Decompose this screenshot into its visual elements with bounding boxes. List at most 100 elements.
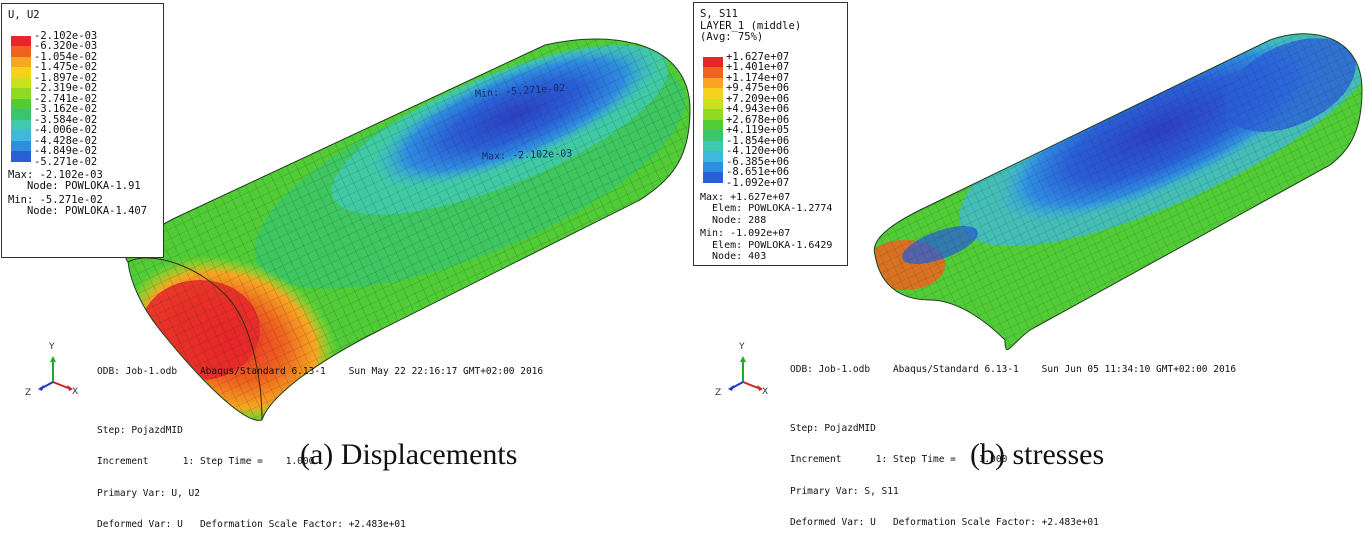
info-odb: ODB: Job-1.odb Abaqus/Standard 6.13-1 Su… [97, 366, 544, 377]
scale-tick-label: -4.006e-02 [34, 124, 98, 136]
triad-z-label: Z [715, 388, 722, 398]
color-swatch [11, 56, 31, 67]
z-axis-arrow [731, 381, 744, 389]
info-step: Step: PojazdMID [790, 422, 876, 434]
color-scale: -2.102e-03 -6.320e-03 -1.054e-02 -1.475e-02… [11, 29, 157, 168]
color-swatch [703, 67, 723, 78]
scale-tick-label: -2.102e-03 [34, 29, 98, 42]
info-odb: ODB: Job-1.odb Abaqus/Standard 6.13-1 Su… [790, 364, 1237, 375]
panel-displacements: Min: -5.271e-02 Max: -2.102e-03 U, U2 -2… [0, 0, 691, 530]
scale-tick-label: -6.320e-03 [34, 40, 98, 52]
scale-tick-label: -2.319e-02 [34, 82, 98, 94]
info-step: Step: PojazdMID [97, 424, 183, 436]
scale-tick-label: -1.475e-02 [34, 61, 98, 73]
caption-b: (b) stresses [970, 438, 1105, 471]
axis-triad: Y X Z [20, 340, 80, 400]
info-blank [97, 399, 543, 405]
info-primary-var: Primary Var: U, U2 [97, 487, 200, 499]
color-swatch [703, 161, 723, 172]
scale-tick-label: -8.651e+06 [726, 166, 790, 178]
scale-tick-label: +1.627e+07 [726, 50, 790, 63]
color-swatch [11, 77, 31, 88]
legend-min: Min: -1.092e+07 [700, 228, 791, 239]
displacement-contour-plot [125, 38, 691, 421]
color-swatch [703, 151, 723, 162]
scale-tick-label: +7.209e+06 [726, 92, 790, 105]
color-swatch [11, 67, 31, 78]
legend-max: Max: -2.102e-03 [8, 168, 103, 181]
info-primary-var: Primary Var: S, S11 [790, 485, 899, 497]
triad-y-label: Y [739, 342, 745, 352]
scale-tick-label: -1.897e-02 [34, 71, 98, 84]
color-swatch [11, 130, 31, 141]
scale-tick-label: +1.401e+07 [726, 61, 790, 73]
scale-tick-label: -1.054e-02 [34, 50, 98, 63]
info-increment: Increment 1: Step Time = 1.000 [790, 454, 1008, 465]
legend-max-elem: Elem: POWLOKA-1.2774 [700, 203, 833, 214]
scale-tick-label: -4.849e-02 [34, 145, 98, 157]
legend-min: Min: -5.271e-02 [8, 193, 103, 206]
legend-stats: Max: +1.627e+07 Elem: POWLOKA-1.2774 Nod… [700, 192, 841, 263]
scale-tick-label: -4.120e+06 [726, 145, 790, 157]
stress-legend: S, S11 LAYER_1 (middle) (Avg: 75%) +1.62… [693, 2, 848, 266]
color-swatch [11, 140, 31, 151]
scale-tick-label: -6.385e+06 [726, 155, 790, 168]
color-swatch [703, 130, 723, 141]
legend-min-elem: Elem: POWLOKA-1.6429 [700, 239, 833, 251]
scale-tick-label: +9.475e+06 [726, 82, 790, 94]
caption-a: (a) Displacements [300, 438, 518, 471]
info-deformed-var: Deformed Var: U Deformation Scale Factor… [790, 517, 1099, 528]
color-swatch [11, 109, 31, 120]
displacement-legend: U, U2 -2.102e-03 -6.320e-03 -1.054e-02 -1.4… [1, 3, 164, 258]
color-swatch [703, 172, 723, 183]
legend-stats: Max: -2.102e-03 Node: POWLOKA-1.91 Min: … [8, 168, 157, 218]
legend-max-node: Node: 288 [700, 214, 767, 226]
scale-tick-label: -2.741e-02 [34, 92, 98, 105]
legend-title: U, U2 [8, 9, 40, 21]
panel-stresses: S, S11 LAYER_1 (middle) (Avg: 75%) +1.62… [690, 0, 1365, 528]
legend-max: Max: +1.627e+07 [700, 191, 791, 203]
scale-tick-label: +2.678e+06 [726, 113, 790, 126]
color-swatch [703, 88, 723, 99]
scale-tick-label: -1.092e+07 [726, 176, 790, 189]
color-swatch [11, 35, 31, 46]
legend-max-node: Node: POWLOKA-1.91 [8, 180, 141, 192]
legend-min-node: Node: 403 [700, 251, 767, 262]
info-increment: Increment 1: Step Time = 1.000 [97, 456, 315, 467]
color-swatch [703, 140, 723, 151]
triad-x-label: X [762, 387, 769, 397]
color-swatch [11, 151, 31, 162]
color-swatch [11, 88, 31, 99]
legend-title-line3: (Avg: 75%) [700, 31, 764, 43]
scale-tick-label: -3.584e-02 [34, 113, 98, 126]
scale-tick-label: -3.162e-02 [34, 103, 98, 115]
color-swatch [11, 46, 31, 57]
triad-z-label: Z [25, 388, 32, 398]
legend-min-node: Node: POWLOKA-1.407 [8, 205, 148, 217]
color-swatch [11, 98, 31, 109]
triad-y-label: Y [49, 342, 55, 352]
color-swatch [703, 119, 723, 130]
color-swatch [703, 98, 723, 109]
color-swatch [703, 56, 723, 67]
color-scale: +1.627e+07 +1.401e+07 +1.174e+07 +9.475e+06… [703, 50, 841, 189]
color-swatch [703, 109, 723, 120]
color-swatch [703, 77, 723, 88]
x-axis-arrow [52, 381, 69, 389]
scale-tick-label: -4.428e-02 [34, 134, 98, 147]
color-swatch [11, 119, 31, 130]
scale-tick-label: +4.119e+05 [726, 124, 790, 136]
scale-tick-label: -5.271e-02 [34, 155, 98, 168]
scale-tick-label: -1.854e+06 [726, 134, 790, 147]
legend-title-line1: S, S11 [700, 8, 738, 20]
triad-x-label: X [72, 387, 79, 397]
z-axis-arrow [41, 381, 54, 389]
scale-tick-label: +1.174e+07 [726, 71, 790, 84]
info-deformed-var: Deformed Var: U Deformation Scale Factor… [97, 519, 406, 530]
stress-contour-plot [873, 33, 1363, 351]
scale-tick-label: +4.943e+06 [726, 103, 790, 115]
legend-title-line2: LAYER_1 (middle) [700, 19, 802, 32]
x-axis-arrow [742, 381, 759, 389]
axis-triad: Y X Z [710, 340, 770, 400]
info-blank [790, 397, 1236, 403]
